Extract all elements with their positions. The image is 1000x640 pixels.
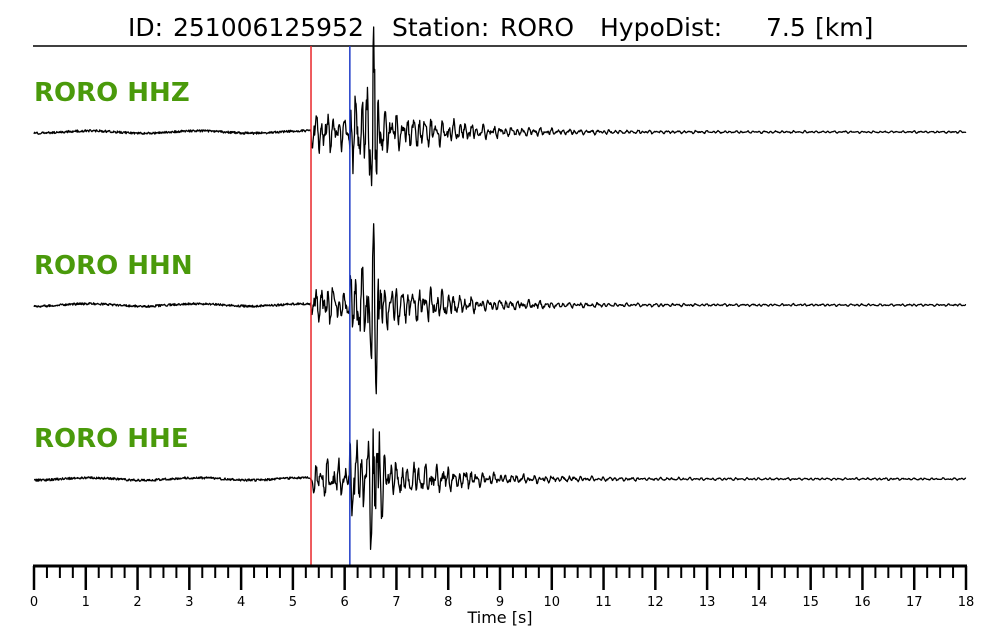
tick-label: 15 (802, 595, 819, 610)
tick-label: 17 (906, 595, 923, 610)
tick-label: 16 (854, 595, 871, 610)
title-station-value: RORO (500, 13, 574, 42)
title-station-label: Station: (392, 13, 489, 42)
tick-label: 5 (289, 595, 297, 610)
tick-label: 1 (82, 595, 90, 610)
title-id-label: ID: (128, 13, 163, 42)
tick-label: 2 (133, 595, 141, 610)
tick-label: 6 (341, 595, 349, 610)
tick-label: 3 (185, 595, 193, 610)
x-axis-label: Time [s] (466, 608, 532, 627)
tick-label: 10 (544, 595, 561, 610)
title-dist-value: 7.5 (766, 13, 806, 42)
x-axis-ticks: 0 1 2 3 4 5 6 7 8 9 10 11 12 13 14 15 16 17 18 (30, 566, 974, 610)
tick-label: 7 (392, 595, 400, 610)
channel-label-hhz: RORO HHZ (34, 78, 190, 108)
channel-label-hhn: RORO HHN (34, 251, 193, 281)
tick-label: 14 (751, 595, 768, 610)
tick-label: 12 (647, 595, 664, 610)
tick-label: 18 (958, 595, 975, 610)
tick-label: 4 (237, 595, 245, 610)
tick-label: 9 (496, 595, 504, 610)
tick-label: 8 (444, 595, 452, 610)
figure-title: ID: 251006125952 Station: RORO HypoDist:… (128, 13, 873, 42)
trace-hhz (33, 26, 967, 187)
title-dist-label: HypoDist: (600, 13, 722, 42)
title-id-value: 251006125952 (173, 13, 364, 42)
channel-label-hhe: RORO HHE (34, 424, 189, 454)
tick-label: 13 (699, 595, 716, 610)
trace-hhn (33, 223, 967, 395)
title-dist-unit: [km] (815, 13, 873, 42)
tick-label: 11 (595, 595, 612, 610)
trace-hhe (33, 428, 967, 550)
tick-label: 0 (30, 595, 38, 610)
